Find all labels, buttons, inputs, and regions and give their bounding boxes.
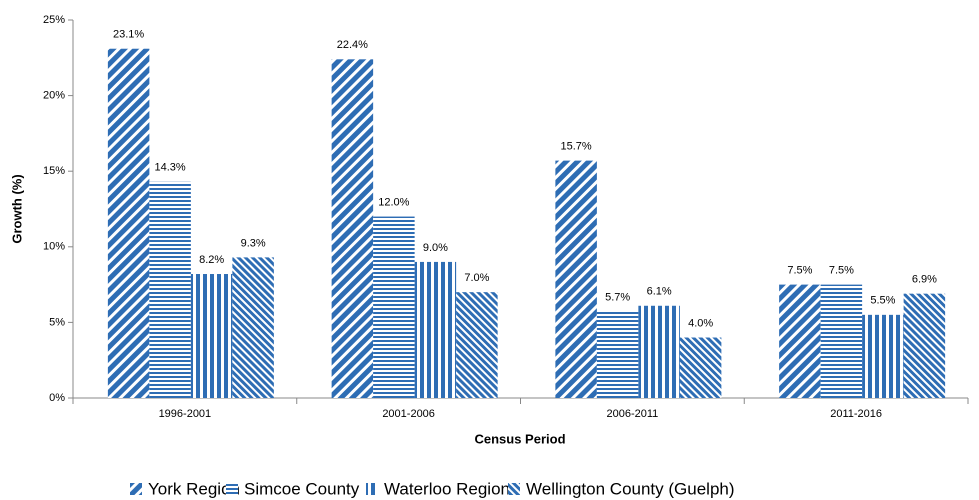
value-label: 8.2%: [199, 254, 224, 266]
legend-swatch: [226, 483, 238, 495]
value-label: 9.0%: [423, 242, 448, 254]
legend-swatch: [130, 483, 142, 495]
value-label: 9.3%: [241, 237, 266, 249]
legend-label: York Region: [148, 479, 240, 498]
value-label: 7.5%: [787, 265, 812, 277]
bar: [862, 314, 904, 398]
x-tick-label: 1996-2001: [159, 408, 212, 420]
legend-label: Wellington County (Guelph): [526, 479, 735, 498]
bar: [779, 284, 821, 398]
bar: [414, 261, 457, 398]
legend-label: Simcoe County: [244, 479, 360, 498]
bar: [232, 257, 274, 398]
bar: [679, 337, 722, 398]
y-tick-label: 10%: [43, 241, 65, 253]
bar: [107, 48, 150, 399]
value-label: 14.3%: [155, 162, 186, 174]
bar: [331, 59, 374, 398]
legend-label: Waterloo Region: [384, 479, 510, 498]
value-label: 5.5%: [870, 295, 895, 307]
y-tick-label: 0%: [49, 392, 65, 404]
bar: [190, 274, 233, 398]
bar: [596, 311, 639, 398]
legend-swatch: [366, 483, 378, 495]
bar: [456, 292, 498, 398]
value-label: 5.7%: [605, 292, 630, 304]
bar: [149, 181, 191, 398]
y-tick-label: 25%: [43, 14, 65, 26]
y-tick-label: 5%: [49, 316, 65, 328]
y-tick-label: 20%: [43, 90, 65, 102]
value-label: 7.0%: [464, 272, 489, 284]
bar: [555, 160, 597, 398]
bar: [903, 293, 946, 398]
y-axis-title: Growth (%): [9, 174, 24, 243]
value-label: 4.0%: [688, 317, 713, 329]
value-label: 15.7%: [561, 141, 592, 153]
x-axis-title: Census Period: [474, 431, 565, 446]
value-label: 6.9%: [912, 274, 937, 286]
x-tick-label: 2011-2016: [830, 408, 882, 420]
bar: [820, 284, 863, 398]
y-tick-label: 15%: [43, 165, 65, 177]
value-label: 22.4%: [337, 39, 368, 51]
bar: [373, 216, 415, 398]
value-label: 7.5%: [829, 265, 854, 277]
x-tick-label: 2001-2006: [382, 408, 435, 420]
value-label: 12.0%: [378, 196, 409, 208]
bar: [638, 305, 680, 398]
value-label: 23.1%: [113, 29, 144, 41]
x-tick-label: 2006-2011: [606, 408, 658, 420]
legend-swatch: [508, 483, 520, 495]
value-label: 6.1%: [647, 286, 672, 298]
